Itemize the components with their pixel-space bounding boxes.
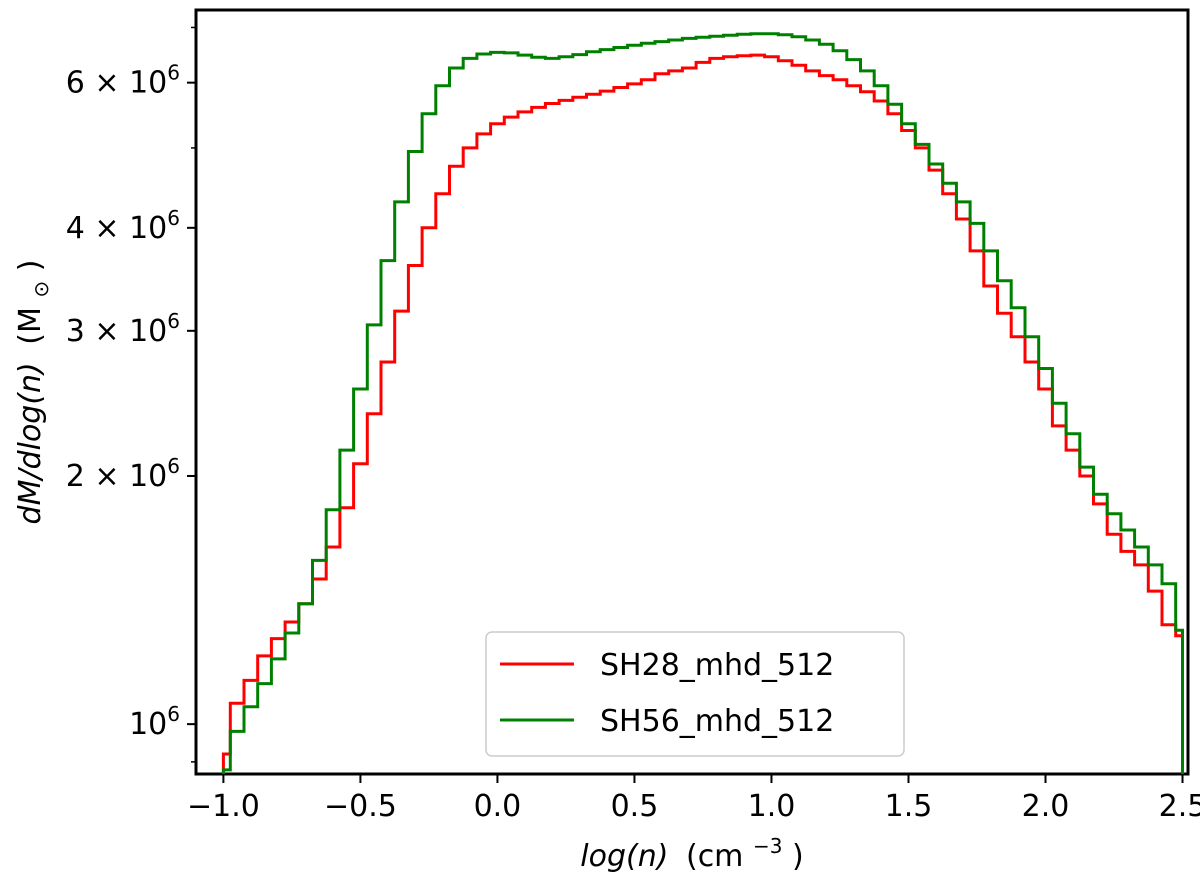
- y-axis-label: dM/dlog(n) (M ⊙ ): [13, 260, 56, 525]
- x-axis-label-var: log(n): [580, 839, 668, 874]
- y-tick-label: 2 × 106: [66, 454, 180, 494]
- series-line-sh28-mhd-512: [221, 53, 1184, 774]
- legend-box: [485, 631, 905, 757]
- y-tick-label: 3 × 106: [66, 309, 180, 349]
- legend-label-sh28: SH28_mhd_512: [600, 648, 834, 683]
- x-tick-label: 1.0: [748, 789, 796, 824]
- x-axis-label-exp: −3: [753, 834, 782, 858]
- x-axis-label: log(n) (cm −3 ): [580, 826, 803, 874]
- y-axis-label-sub: ⊙: [29, 281, 53, 298]
- y-axis-label-unit: (M: [13, 307, 48, 345]
- x-tick-label: 2.0: [1022, 789, 1070, 824]
- y-tick-label: 4 × 106: [66, 206, 180, 246]
- x-tick-label: 2.5: [1159, 789, 1200, 824]
- y-tick-label: 106: [129, 702, 180, 742]
- y-tick-label: 6 × 106: [66, 61, 180, 101]
- legend: SH28_mhd_512 SH56_mhd_512: [485, 631, 905, 757]
- x-axis-ticks: −1.0 −0.5 0.0 0.5 1.0 1.5 2.0 2.5: [187, 774, 1200, 824]
- series-layer: [221, 32, 1184, 774]
- x-axis-label-close: ): [792, 839, 804, 874]
- x-tick-label: −1.0: [187, 789, 260, 824]
- x-tick-label: 1.5: [885, 789, 933, 824]
- series-line-sh56-mhd-512: [221, 32, 1184, 774]
- y-axis-ticks: 106 2 × 106 3 × 106 4 × 106 6 × 106: [66, 26, 196, 763]
- x-tick-label: −0.5: [324, 789, 397, 824]
- y-axis-label-close: ): [13, 260, 48, 272]
- x-tick-label: 0.5: [611, 789, 659, 824]
- x-axis-label-unit: (cm: [686, 839, 743, 874]
- x-tick-label: 0.0: [474, 789, 522, 824]
- y-axis-label-var: dM/dlog(n): [13, 362, 48, 524]
- legend-label-sh56: SH56_mhd_512: [600, 704, 834, 739]
